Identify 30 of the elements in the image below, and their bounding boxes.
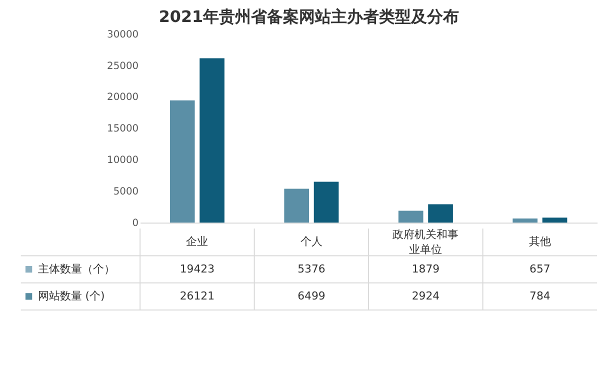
bar (512, 218, 538, 223)
data-label: 657 (530, 262, 550, 276)
y-tick-label: 15000 (107, 124, 139, 135)
bar (398, 210, 424, 223)
legend-label: 主体数量（个） (38, 262, 115, 276)
data-label: 26121 (180, 289, 215, 302)
y-tick-label: 5000 (113, 186, 139, 198)
x-tick-label: 个人 (300, 235, 322, 248)
data-label: 6499 (298, 289, 326, 302)
y-tick-label: 30000 (107, 29, 139, 40)
x-tick-label: 政府机关和事业单位 (392, 228, 459, 256)
bar (542, 218, 568, 223)
bar (170, 100, 195, 223)
bar (314, 182, 339, 223)
data-label: 19423 (180, 262, 215, 276)
chart-title: 2021年贵州省备案网站主办者类型及分布 (158, 6, 460, 26)
y-tick-label: 10000 (107, 155, 139, 166)
y-tick-label: 0 (132, 218, 139, 230)
y-tick-label: 25000 (107, 60, 139, 72)
y-tick-label: 20000 (107, 92, 139, 104)
bar (200, 58, 224, 223)
bar (284, 188, 310, 223)
data-label: 2924 (412, 289, 440, 302)
x-tick-label: 企业 (186, 235, 208, 248)
data-label: 5376 (298, 262, 326, 276)
x-tick-label: 其他 (528, 235, 551, 248)
data-label: 784 (530, 289, 550, 302)
data-label: 1879 (412, 262, 440, 276)
legend-label: 网站数量 (个) (38, 289, 105, 302)
bar (428, 204, 453, 223)
